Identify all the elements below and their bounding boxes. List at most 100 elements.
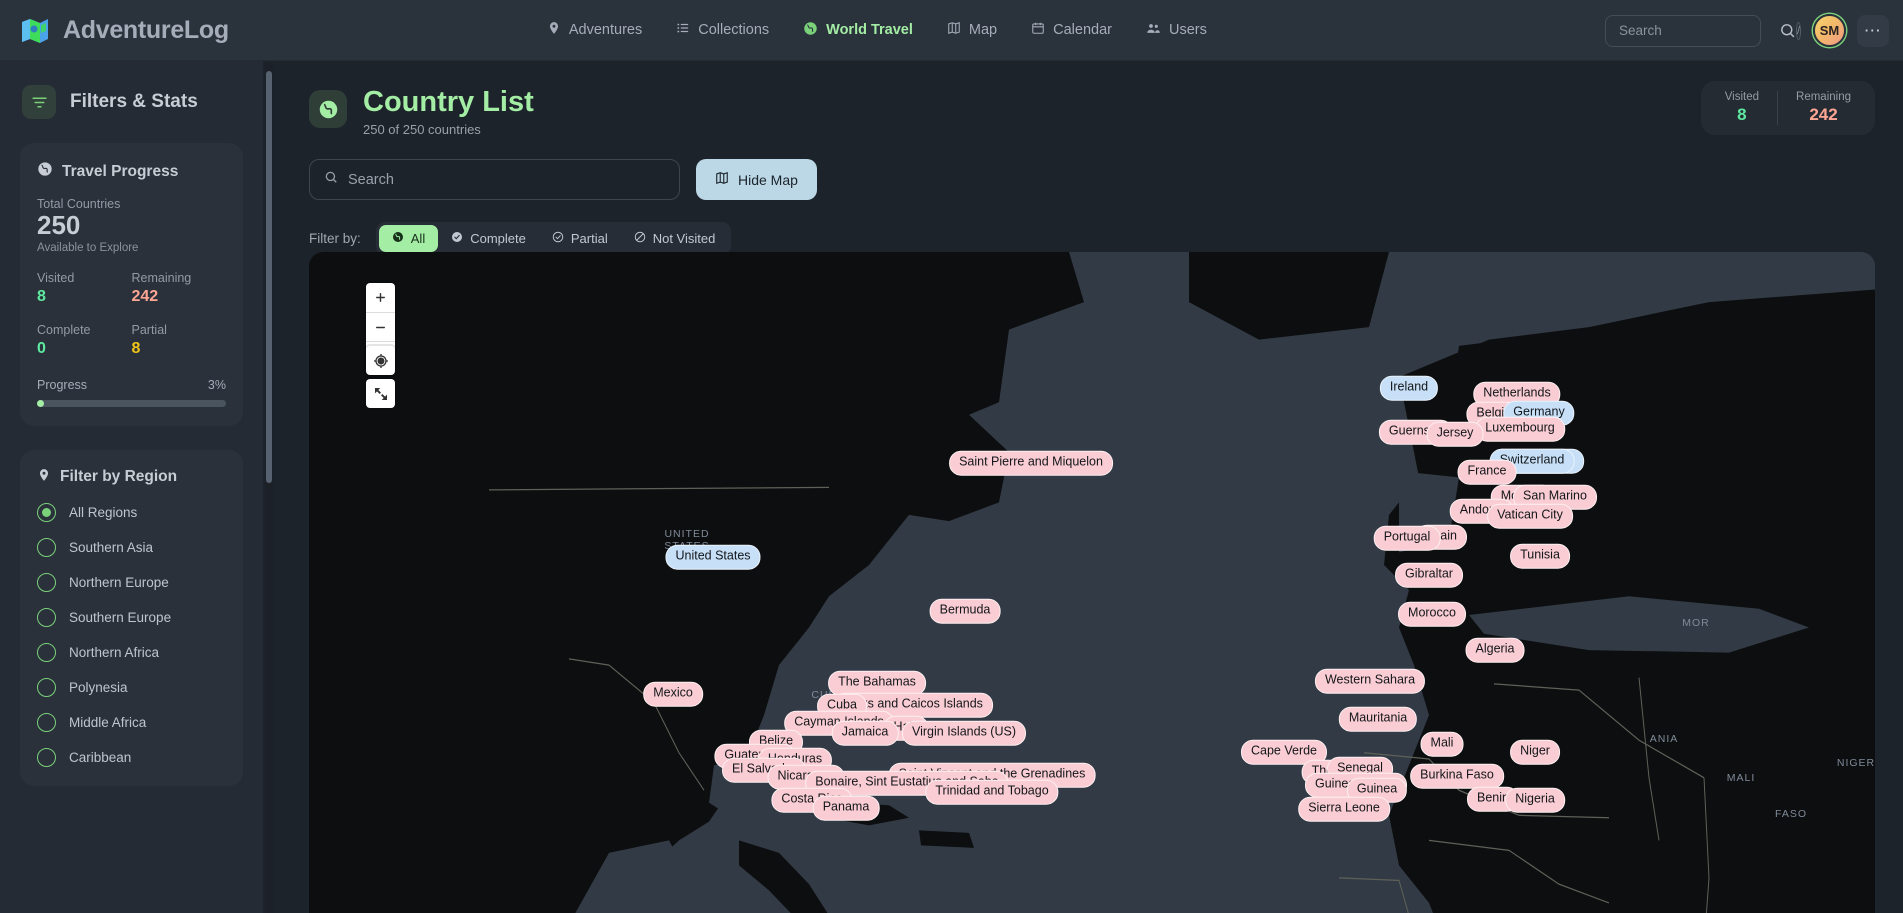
map-country-label[interactable]: The Bahamas bbox=[828, 670, 926, 696]
map-country-label[interactable]: Sierra Leone bbox=[1298, 796, 1390, 822]
map-country-label[interactable]: Gibraltar bbox=[1395, 562, 1463, 588]
radio-icon[interactable] bbox=[37, 537, 56, 557]
country-search[interactable] bbox=[309, 159, 680, 201]
map-country-label[interactable]: Vatican City bbox=[1487, 503, 1573, 529]
map-country-label[interactable]: France bbox=[1457, 459, 1517, 485]
radio-icon[interactable] bbox=[37, 747, 56, 767]
map-country-label[interactable]: Trinidad and Tobago bbox=[925, 779, 1059, 805]
region-option-polynesia[interactable]: Polynesia bbox=[37, 677, 226, 697]
region-option-caribbean[interactable]: Caribbean bbox=[37, 747, 226, 767]
radio-icon[interactable] bbox=[37, 677, 56, 697]
fullscreen-icon[interactable] bbox=[366, 379, 395, 408]
nav-item-world-travel[interactable]: World Travel bbox=[803, 21, 913, 40]
remaining-value: 242 bbox=[131, 287, 159, 305]
map-icon bbox=[947, 21, 961, 39]
nav-item-label: Calendar bbox=[1053, 22, 1112, 38]
progress-row: Progress 3% bbox=[37, 378, 226, 392]
travel-progress-title-row: Travel Progress bbox=[37, 161, 226, 182]
radio-icon[interactable] bbox=[37, 572, 56, 592]
map-country-label[interactable]: Morocco bbox=[1398, 601, 1466, 627]
map-country-label[interactable]: Saint Pierre and Miquelon bbox=[949, 450, 1113, 476]
radio-icon[interactable] bbox=[37, 607, 56, 627]
region-option-northern-europe[interactable]: Northern Europe bbox=[37, 572, 226, 592]
map-country-label[interactable]: Luxembourg bbox=[1475, 416, 1565, 442]
region-option-northern-africa[interactable]: Northern Africa bbox=[37, 642, 226, 662]
ban-icon bbox=[634, 231, 646, 246]
map-country-label[interactable]: Jamaica bbox=[831, 720, 899, 746]
radio-icon[interactable] bbox=[37, 712, 56, 732]
map-country-label[interactable]: Burkina Faso bbox=[1410, 763, 1504, 789]
filter-chip-label: Complete bbox=[470, 231, 526, 247]
brand[interactable]: AdventureLog bbox=[20, 15, 229, 45]
filter-chip-not-visited[interactable]: Not Visited bbox=[621, 225, 729, 252]
filter-by-label: Filter by: bbox=[309, 231, 361, 247]
map-country-label[interactable]: Portugal bbox=[1373, 525, 1441, 551]
map-country-label[interactable]: Cape Verde bbox=[1240, 739, 1328, 765]
radio-icon[interactable] bbox=[37, 642, 56, 662]
controls-row: Hide Map bbox=[275, 137, 1903, 201]
map-country-label[interactable]: Jersey bbox=[1426, 421, 1484, 447]
nav-item-collections[interactable]: Collections bbox=[676, 21, 769, 39]
map-place-name: ANIA bbox=[1649, 732, 1679, 745]
radio-icon[interactable] bbox=[37, 502, 56, 522]
map-country-label[interactable]: Nigeria bbox=[1505, 787, 1565, 813]
complete-label: Complete bbox=[37, 322, 91, 337]
hide-map-button[interactable]: Hide Map bbox=[696, 159, 817, 201]
region-option-label: Southern Europe bbox=[69, 609, 172, 625]
ellipsis-icon[interactable]: ⋯ bbox=[1857, 14, 1889, 47]
complete-stat: Complete 0 bbox=[37, 323, 132, 358]
partial-value: 8 bbox=[131, 339, 141, 357]
nav-item-adventures[interactable]: Adventures bbox=[547, 21, 642, 39]
map-country-label[interactable]: Algeria bbox=[1465, 637, 1525, 663]
filter-chip-all[interactable]: All bbox=[378, 225, 439, 253]
map-country-label[interactable]: Niger bbox=[1510, 739, 1560, 765]
zoom-in-icon[interactable] bbox=[366, 283, 395, 312]
map-country-label[interactable]: Panama bbox=[812, 795, 880, 821]
card-title-text: Filter by Region bbox=[60, 468, 178, 486]
avatar[interactable]: SM bbox=[1813, 14, 1846, 47]
progress-bar bbox=[37, 399, 226, 407]
nav-item-calendar[interactable]: Calendar bbox=[1031, 21, 1112, 39]
total-countries-label: Total Countries bbox=[37, 197, 121, 211]
page-header: Country List 250 of 250 countries bbox=[275, 61, 1903, 137]
search-icon[interactable] bbox=[1772, 16, 1802, 46]
global-search[interactable]: / bbox=[1605, 14, 1802, 47]
region-option-southern-europe[interactable]: Southern Europe bbox=[37, 607, 226, 627]
map-country-label[interactable]: Mali bbox=[1420, 731, 1464, 757]
map-country-label[interactable]: United States bbox=[665, 544, 761, 570]
filter-chip-complete[interactable]: Complete bbox=[438, 225, 539, 252]
map-country-label[interactable]: Ireland bbox=[1379, 375, 1439, 401]
map-borders bbox=[488, 486, 1710, 913]
region-option-middle-africa[interactable]: Middle Africa bbox=[37, 712, 226, 732]
stat-label: Visited bbox=[1724, 91, 1760, 103]
nav-item-users[interactable]: Users bbox=[1146, 21, 1207, 40]
map-country-label[interactable]: Virgin Islands (US) bbox=[902, 720, 1026, 746]
map-logo-icon bbox=[20, 15, 50, 45]
filter-by-region-card: Filter by Region All Regions Southern As… bbox=[20, 449, 243, 786]
filter-chip-partial[interactable]: Partial bbox=[539, 225, 621, 252]
global-search-input[interactable] bbox=[1619, 23, 1796, 38]
map-country-label[interactable]: Mauritania bbox=[1338, 706, 1418, 732]
map-country-label[interactable]: Western Sahara bbox=[1314, 668, 1426, 694]
globe-icon bbox=[803, 21, 818, 40]
globe-icon bbox=[37, 161, 53, 182]
map-country-label[interactable]: Mexico bbox=[643, 681, 703, 707]
world-map[interactable]: UNITED STATES UNITED CUBA MOR ANIA MALI … bbox=[309, 252, 1875, 913]
map-place-name: FASO bbox=[1774, 807, 1808, 820]
nav-item-map[interactable]: Map bbox=[947, 21, 997, 39]
region-option-all-regions[interactable]: All Regions bbox=[37, 502, 226, 522]
map-country-label[interactable]: Bermuda bbox=[929, 598, 1001, 624]
users-icon bbox=[1146, 21, 1161, 40]
region-option-label: Middle Africa bbox=[69, 714, 147, 730]
region-option-southern-asia[interactable]: Southern Asia bbox=[37, 537, 226, 557]
map-country-label[interactable]: Tunisia bbox=[1510, 543, 1570, 569]
zoom-out-icon[interactable] bbox=[366, 312, 395, 341]
country-search-input[interactable] bbox=[348, 171, 665, 188]
map-icon bbox=[715, 171, 729, 188]
sidebar-scrollbar[interactable] bbox=[265, 63, 273, 913]
map-canvas[interactable]: UNITED STATES UNITED CUBA MOR ANIA MALI … bbox=[309, 252, 1875, 913]
sidebar-scrollbar-thumb[interactable] bbox=[266, 71, 272, 483]
geolocate-icon[interactable] bbox=[366, 346, 395, 375]
complete-value: 0 bbox=[37, 339, 46, 357]
nav-item-label: Users bbox=[1168, 22, 1207, 38]
